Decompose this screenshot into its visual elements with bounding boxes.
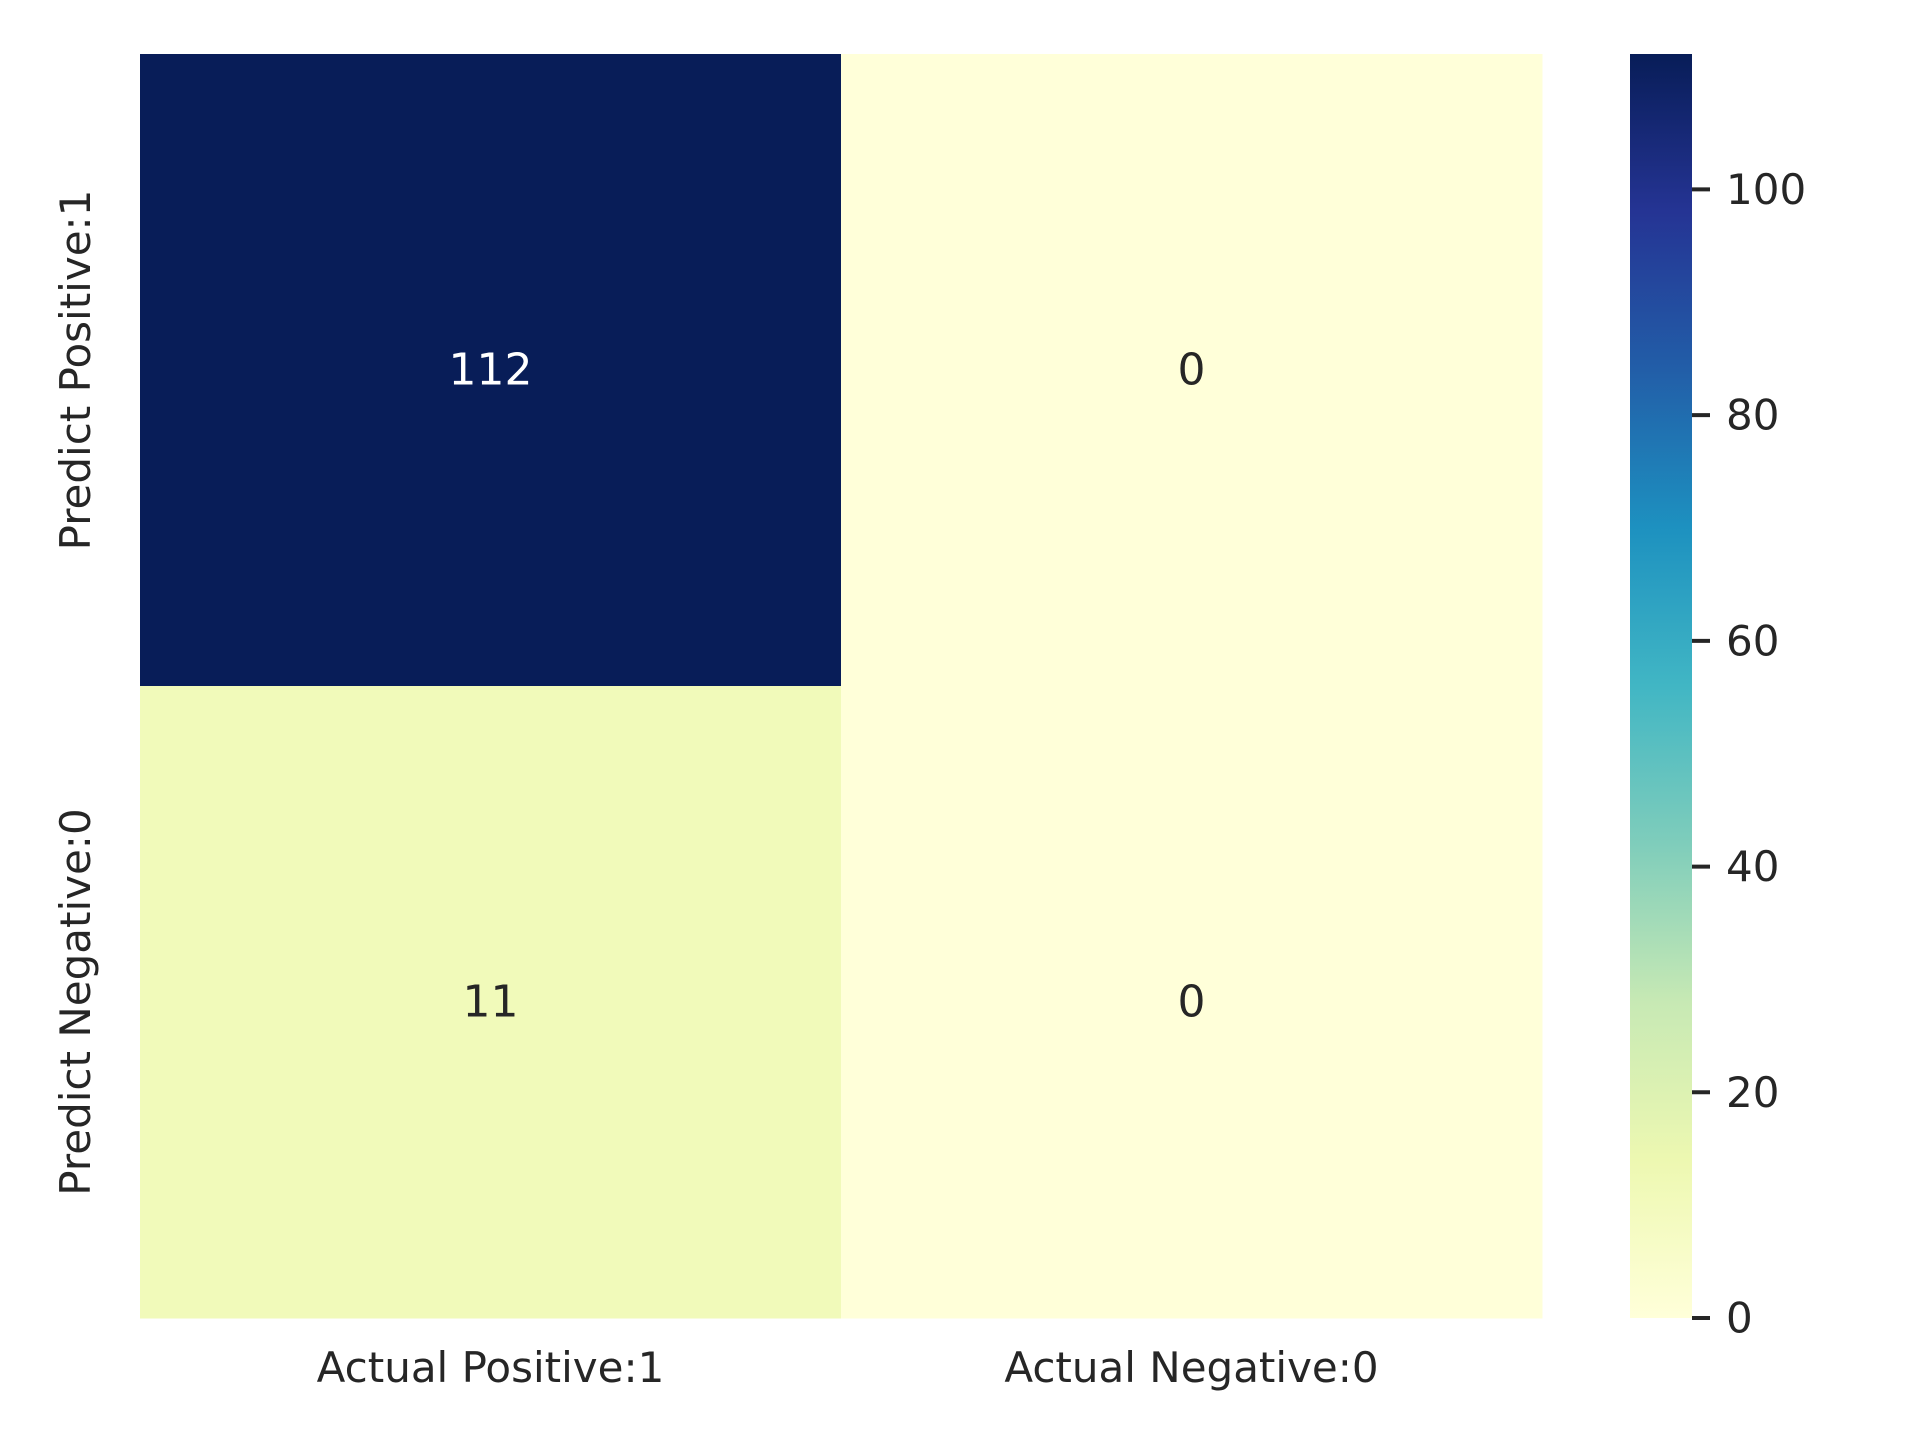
heatmap-cell	[140, 54, 842, 687]
colorbar-tick-label: 80	[1726, 391, 1779, 440]
heatmap-cell	[841, 686, 1543, 1319]
y-tick-label: Predict Positive:1	[51, 190, 100, 551]
x-tick-label: Actual Negative:0	[1004, 1343, 1378, 1392]
cell-value-label: 11	[463, 977, 519, 1028]
heatmap-cells	[140, 54, 1543, 1319]
colorbar-tick-label: 100	[1726, 165, 1806, 214]
cell-value-label: 0	[1178, 345, 1206, 396]
colorbar-tick-label: 0	[1726, 1294, 1753, 1343]
colorbar-tick-label: 40	[1726, 842, 1779, 891]
x-axis-ticks: Actual Positive:1 Actual Negative:0	[317, 1343, 1379, 1392]
cell-value-label: 112	[449, 345, 533, 396]
y-axis-ticks: Predict Positive:1 Predict Negative:0	[51, 190, 100, 1196]
cell-annotations: 112 0 11 0	[449, 345, 1206, 1028]
y-tick-label: Predict Negative:0	[51, 808, 100, 1195]
colorbar-gradient	[1630, 54, 1692, 1318]
heatmap-cell	[140, 686, 842, 1319]
x-tick-label: Actual Positive:1	[317, 1343, 665, 1392]
colorbar-tick-label: 60	[1726, 616, 1779, 665]
colorbar: 0 20 40 60 80 100	[1630, 54, 1806, 1343]
colorbar-tick-label: 20	[1726, 1068, 1779, 1117]
cell-value-label: 0	[1178, 977, 1206, 1028]
heatmap-cell	[841, 54, 1543, 687]
